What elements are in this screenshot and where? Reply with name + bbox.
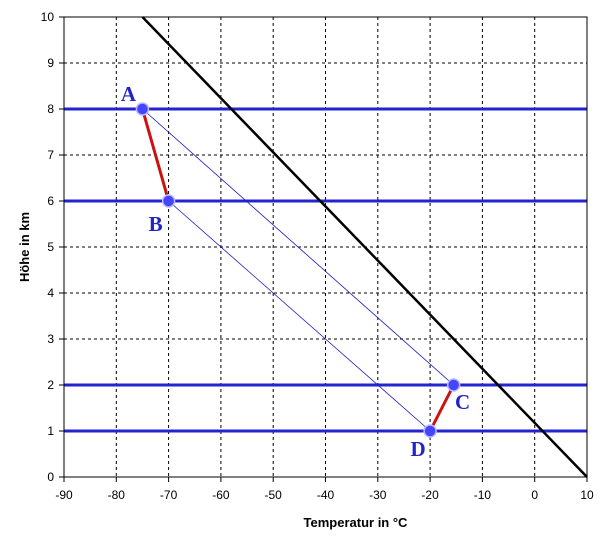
thin-lines [142,108,454,432]
x-tick-label: -50 [265,488,283,502]
y-tick-label: 7 [47,148,54,162]
point-d [423,424,437,438]
point-label-c: C [455,390,470,414]
grid [64,17,587,477]
x-tick-label: -90 [55,488,73,502]
y-tick-label: 2 [47,378,54,392]
x-tick-labels: -90 -80 -70 -60 -50 -40 -30 -20 -10 0 10 [55,477,594,502]
y-tick-label: 0 [47,470,54,484]
y-axis-title: Höhe in km [17,212,32,282]
point-label-a: A [121,82,137,106]
x-axis-title: Temperatur in °C [304,515,409,530]
point-a [135,102,150,116]
segment-ab [141,108,171,202]
x-tick-label: -30 [369,488,387,502]
points: A B C D [121,82,470,461]
thin-line [142,108,454,386]
x-tick-label: -70 [160,488,178,502]
point-c [446,378,461,392]
point-label-d: D [411,437,426,461]
reference-line-path [141,16,588,478]
y-tick-label: 10 [41,10,55,24]
y-tick-label: 1 [47,424,54,438]
y-tick-label: 4 [47,286,54,300]
x-tick-label: 10 [580,488,594,502]
y-tick-label: 3 [47,332,54,346]
thin-line [168,200,431,432]
x-tick-label: -80 [108,488,126,502]
x-tick-label: 0 [531,488,538,502]
x-tick-label: -40 [317,488,335,502]
y-tick-labels: 0 1 2 3 4 5 6 7 8 9 10 [41,10,64,484]
x-tick-label: -10 [474,488,492,502]
x-tick-label: -60 [212,488,230,502]
level-lines [64,107,587,433]
y-tick-label: 9 [47,56,54,70]
point-label-b: B [149,212,163,236]
reference-line [141,16,588,478]
y-tick-label: 6 [47,194,54,208]
point-b [161,194,176,208]
segment-cd [428,384,455,432]
y-tick-label: 8 [47,102,54,116]
y-tick-label: 5 [47,240,54,254]
x-tick-label: -20 [421,488,439,502]
segments [141,108,455,432]
